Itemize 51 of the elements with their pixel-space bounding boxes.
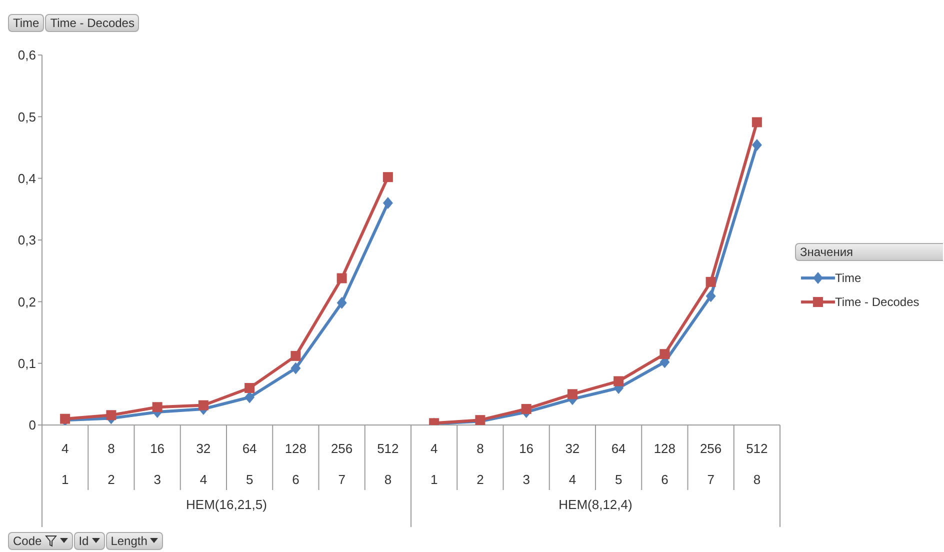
text: Length [106, 532, 164, 550]
legend-title: Значения [795, 243, 943, 261]
category-label: 16 3 [150, 441, 165, 487]
point [752, 117, 762, 128]
text: HEM(16,21,5) [185, 497, 268, 512]
point [706, 290, 716, 302]
point [244, 383, 255, 393]
text: Code [8, 532, 73, 550]
category-label: 256 7 [330, 441, 353, 487]
category-label: 8 2 [476, 441, 484, 487]
point [614, 376, 624, 386]
category-label: 4 1 [430, 441, 438, 487]
y-tick-label: 0,2 [18, 294, 36, 310]
category-label: 4 1 [61, 441, 69, 487]
category-label: 512 8 [377, 441, 399, 487]
point [752, 139, 762, 152]
y-tick-label: 0,3 [18, 232, 36, 248]
category-label: 32 4 [196, 441, 211, 487]
y-tick-label: 0,5 [18, 109, 36, 124]
text: Time [8, 14, 44, 32]
category-label: 128 6 [654, 441, 676, 487]
point [290, 362, 301, 374]
point [567, 389, 578, 400]
legend-label: Time - Decodes [835, 295, 920, 309]
point [336, 273, 347, 284]
y-tick-label: 0 [28, 418, 36, 433]
point [152, 402, 162, 412]
y-tick-label: 0,4 [18, 170, 36, 186]
category-label: 256 7 [700, 441, 722, 487]
point [198, 400, 208, 410]
legend-label: Time [835, 271, 862, 285]
point [521, 404, 532, 414]
text: HEM(8,12,4) [558, 497, 634, 512]
category-label: 64 5 [242, 441, 257, 487]
text: Id [74, 532, 105, 550]
category-label: 64 5 [611, 441, 626, 487]
y-tick-label: 0,1 [18, 356, 36, 371]
category-label: 16 3 [519, 441, 534, 487]
point [290, 350, 301, 361]
point [382, 197, 393, 209]
category-label: 8 2 [108, 441, 115, 487]
point [706, 276, 716, 287]
point [382, 172, 393, 182]
text: Time - Decodes [45, 14, 140, 32]
point [660, 349, 670, 360]
category-label: 512 8 [746, 441, 768, 487]
category-label: 32 4 [565, 441, 580, 487]
point [336, 296, 347, 309]
point [106, 410, 116, 420]
category-label: 128 6 [284, 441, 307, 487]
y-tick-label: 0,6 [18, 48, 36, 63]
